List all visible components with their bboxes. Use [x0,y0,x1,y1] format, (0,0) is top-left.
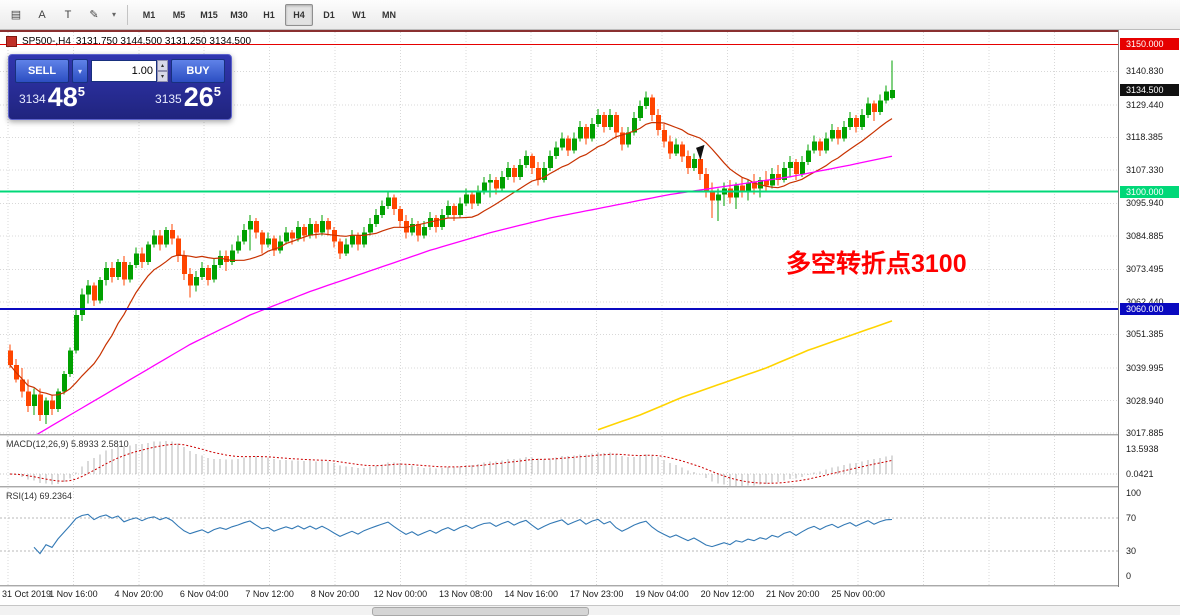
sell-price: 3134 48 5 [19,82,85,112]
sell-price-prefix: 3134 [19,92,46,106]
chart-ohlc-header: SP500-,H4 3131.750 3144.500 3131.250 313… [6,36,251,47]
time-axis-label: 19 Nov 04:00 [635,589,689,599]
rsi-axis-label: 70 [1126,512,1137,523]
horizontal-scrollbar[interactable] [0,605,1180,616]
price-axis-label: 3118.385 [1126,132,1163,143]
price-axis-label: 3107.330 [1126,164,1164,175]
timeframe-d1[interactable]: D1 [323,9,335,20]
time-axis-label: 20 Nov 12:00 [700,589,755,599]
macd-label: MACD(12,26,9) 5.8933 2.5810 [6,439,129,449]
buy-price-prefix: 3135 [155,92,182,106]
rsi-label: RSI(14) 69.2364 [6,491,73,501]
price-axis-label: 3017.885 [1126,428,1164,439]
chart-window: SP500-,H4 3131.750 3144.500 3131.250 313… [0,30,1180,616]
toolbar-divider [127,4,128,25]
sell-dropdown-icon[interactable]: ▾ [72,59,88,83]
price-axis-label: 3073.495 [1126,264,1164,275]
timeframe-buttons-group: M1 M5 M15 M30 H1 H4 D1 W1 MN [135,3,403,26]
candlestick-chart[interactable] [0,32,1118,434]
timeframe-h1[interactable]: H1 [263,9,275,20]
rsi-axis-label: 30 [1126,546,1137,557]
time-axis[interactable]: 31 Oct 2019 1 Nov 16:00 4 Nov 20:00 6 Nov 0… [0,587,1180,603]
buy-button[interactable]: BUY [171,59,225,83]
price-badge: 3134.500 [1120,84,1179,97]
time-axis-label: 25 Nov 00:00 [831,589,885,599]
sell-price-sup: 5 [77,84,85,99]
timeframe-w1[interactable]: W1 [352,9,366,20]
active-window-border [0,30,1180,32]
time-axis-label: 21 Nov 20:00 [766,589,820,599]
timeframe-m1[interactable]: M1 [142,9,156,20]
price-axis-label: 3028.940 [1126,395,1164,406]
sell-price-main: 48 [47,82,78,112]
price-axis[interactable]: 3140.830 3129.440 3118.385 3107.330 3095.940… [1118,30,1180,603]
one-click-trade-panel: SELL ▾ ▴ ▾ BUY 3134 48 5 3135 26 5 [8,54,232,120]
panel-separator[interactable] [0,434,1180,436]
lot-stepper-up-icon[interactable]: ▴ [157,60,168,71]
rsi-axis-label: 100 [1126,488,1142,498]
cursor-tool-icon[interactable]: A [38,8,46,21]
rsi-panel[interactable] [0,488,1118,585]
buy-price: 3135 26 5 [155,82,221,112]
macd-axis-label: 0.0421 [1126,469,1154,479]
price-axis-label: 3129.440 [1126,99,1164,110]
price-badge: 3100.000 [1120,185,1179,198]
time-axis-label: 8 Nov 20:00 [310,589,360,599]
lot-size-input[interactable] [91,60,158,82]
time-axis-label: 6 Nov 04:00 [179,589,229,599]
price-badge: 3060.000 [1120,303,1179,316]
time-axis-label: 4 Nov 20:00 [114,589,164,599]
drawing-tools-group: ▤ A T ✎ ▾ [4,3,120,27]
paint-dropdown-icon[interactable]: ▾ [111,10,116,19]
lot-stepper-down-icon[interactable]: ▾ [157,71,168,82]
chart-annotation: 多空转折点3100 [786,250,967,278]
paint-tool-icon[interactable]: ✎ [89,9,99,21]
buy-price-main: 26 [183,82,214,112]
macd-values: 5.8933 2.5810 [71,439,129,449]
price-axis-label: 3140.830 [1126,66,1164,77]
price-axis-label: 3039.995 [1126,362,1164,373]
price-axis-label: 3051.385 [1126,329,1164,340]
time-axis-label: 31 Oct 2019 [2,589,52,599]
time-axis-label: 12 Nov 00:00 [373,589,428,599]
chart-grid-icon[interactable]: ▤ [10,9,22,21]
macd-title: MACD(12,26,9) [6,439,69,449]
chart-icon [6,36,17,47]
toolbar: ▤ A T ✎ ▾ M1 M5 M15 M30 H1 H4 D1 W1 MN [0,0,1180,30]
ohlc-values: 3131.750 3144.500 3131.250 3134.500 [75,36,252,47]
price-axis-label: 3062.440 [1126,296,1164,307]
timeframe-m15[interactable]: M15 [200,9,218,20]
time-axis-label: 14 Nov 16:00 [504,589,558,599]
time-axis-label: 13 Nov 08:00 [439,589,493,599]
timeframe-h4[interactable]: H4 [285,3,313,26]
price-badge: 3150.000 [1120,38,1179,51]
macd-axis-label: 13.5938 [1126,444,1159,454]
buy-price-sup: 5 [213,84,221,99]
timeframe-m5[interactable]: M5 [172,9,186,20]
timeframe-mn[interactable]: MN [382,9,396,20]
rsi-axis-label: 0 [1126,571,1132,581]
text-tool-icon[interactable]: T [64,8,72,21]
price-axis-label: 3095.940 [1126,198,1164,209]
timeframe-m30[interactable]: M30 [230,9,248,20]
panel-separator[interactable] [0,486,1180,488]
price-axis-label: 3084.885 [1126,230,1164,241]
macd-panel[interactable] [0,436,1118,486]
time-axis-label: 1 Nov 16:00 [49,589,98,599]
panel-separator[interactable] [0,585,1180,587]
symbol-label: SP500-,H4 [22,36,71,47]
sell-button[interactable]: SELL [15,59,69,83]
time-axis-label: 7 Nov 12:00 [245,589,294,599]
time-axis-label: 17 Nov 23:00 [569,589,624,599]
